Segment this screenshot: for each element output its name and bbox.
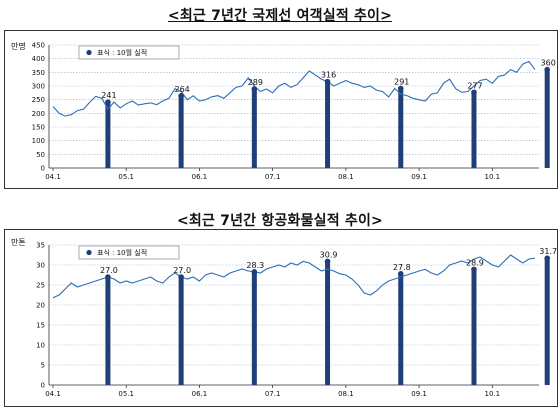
passenger-data-label: 360 — [541, 59, 556, 68]
passenger-data-label: 264 — [174, 85, 189, 94]
cargo-data-label: 28.9 — [466, 258, 484, 267]
passenger-highlight-bar — [251, 89, 257, 168]
passenger-unit-label: 만명 — [11, 41, 26, 51]
passenger-legend-box — [78, 45, 180, 60]
passenger-ytick-label: 200 — [32, 110, 45, 118]
cargo-highlight-bar — [471, 269, 477, 385]
passenger-ytick-label: 50 — [36, 151, 45, 159]
passenger-highlight-bar — [471, 92, 477, 168]
cargo-highlight-bar — [398, 273, 404, 385]
passenger-highlight-bar — [105, 102, 111, 168]
cargo-chart-panel: 0 5 10 15 20 25 30 35 만톤 04.1 05.1 06.1 07.1 08.1 09.1… — [4, 229, 558, 407]
passenger-chart: 0 50 100 150 200 250 300 350 400 450 만명 04.1 05.1 06.… — [11, 41, 556, 181]
passenger-xtick-label: 08.1 — [338, 173, 354, 181]
passenger-highlight-bar — [398, 88, 404, 168]
cargo-highlight-point — [105, 274, 111, 280]
cargo-xtick-label: 04.1 — [45, 390, 61, 398]
cargo-highlight-point — [324, 258, 331, 265]
cargo-highlight-point — [251, 269, 258, 275]
passenger-ytick-label: 350 — [32, 69, 45, 77]
cargo-xtick-label: 06.1 — [192, 390, 208, 398]
cargo-data-label: 27.0 — [173, 266, 191, 275]
cargo-xtick-label: 05.1 — [118, 390, 134, 398]
cargo-xtick-label: 09.1 — [411, 390, 427, 398]
cargo-ytick-label: 10 — [36, 342, 45, 350]
passenger-ytick-label: 300 — [32, 83, 45, 91]
passenger-highlight-point — [397, 85, 404, 92]
cargo-chart-title: <최근 7년간 항공화물실적 추이> — [177, 213, 383, 229]
passenger-ytick-label: 100 — [32, 137, 45, 145]
passenger-highlight-bar — [178, 95, 184, 168]
passenger-highlight-point — [251, 86, 258, 92]
passenger-highlight-point — [471, 89, 477, 96]
cargo-data-label: 27.8 — [393, 263, 411, 272]
passenger-xtick-label: 09.1 — [411, 173, 427, 181]
cargo-unit-label: 만톤 — [11, 238, 26, 247]
passenger-legend-marker — [86, 49, 92, 56]
cargo-highlight-point — [544, 255, 551, 261]
cargo-ytick-label: 0 — [41, 382, 45, 390]
cargo-legend-label: 표식 : 10월 실적 — [97, 248, 147, 257]
passenger-highlight-bar — [325, 81, 331, 168]
passenger-legend: 표식 : 10월 실적 — [78, 45, 180, 60]
passenger-highlight-point — [544, 66, 551, 73]
cargo-chart: 0 5 10 15 20 25 30 35 만톤 04.1 05.1 06.1 07.1 08.1 09.1… — [11, 238, 557, 398]
cargo-legend-marker — [86, 249, 92, 256]
cargo-data-label: 27.0 — [100, 266, 118, 275]
cargo-data-label: 28.3 — [246, 261, 264, 270]
passenger-ytick-label: 450 — [32, 42, 45, 50]
cargo-legend-box — [78, 245, 180, 260]
passenger-highlight-point — [105, 99, 111, 105]
cargo-highlight-bar — [105, 277, 111, 385]
cargo-xtick-label: 10.1 — [484, 390, 500, 398]
passenger-legend-label: 표식 : 10월 실적 — [97, 48, 147, 57]
cargo-data-label: 30.9 — [320, 250, 338, 259]
passenger-data-label: 316 — [321, 71, 336, 80]
cargo-ytick-label: 30 — [36, 262, 45, 270]
cargo-highlight-bar — [251, 271, 257, 385]
passenger-data-label: 277 — [467, 81, 482, 90]
cargo-highlight-bar — [544, 258, 550, 385]
cargo-xtick-label: 07.1 — [265, 390, 281, 398]
cargo-xtick-label: 08.1 — [338, 390, 354, 398]
passenger-highlight-bar — [544, 69, 550, 168]
passenger-ytick-label: 0 — [41, 165, 45, 173]
cargo-ytick-label: 35 — [36, 242, 45, 250]
passenger-chart-title: <최근 7년간 국제선 여객실적 추이> — [167, 8, 393, 24]
passenger-ytick-label: 150 — [32, 124, 45, 132]
passenger-xtick-label: 05.1 — [118, 173, 134, 181]
passenger-data-label: 291 — [394, 77, 409, 86]
passenger-xtick-label: 10.1 — [484, 173, 500, 181]
passenger-xtick-label: 04.1 — [45, 173, 61, 181]
cargo-highlight-point — [471, 266, 477, 273]
cargo-highlight-point — [397, 271, 404, 277]
passenger-data-label: 241 — [101, 91, 116, 100]
cargo-legend: 표식 : 10월 실적 — [78, 245, 180, 260]
cargo-highlight-bar — [325, 261, 331, 385]
cargo-ytick-label: 5 — [41, 362, 45, 370]
passenger-highlight-point — [178, 93, 184, 99]
cargo-series-line — [52, 254, 536, 299]
passenger-xtick-label: 06.1 — [192, 173, 208, 181]
passenger-highlight-point — [324, 78, 331, 85]
cargo-ytick-label: 25 — [36, 282, 45, 290]
cargo-highlight-bar — [178, 277, 184, 385]
cargo-highlight-point — [178, 274, 184, 280]
passenger-series-line — [52, 60, 536, 117]
passenger-ytick-label: 400 — [32, 55, 45, 63]
cargo-ytick-label: 15 — [36, 322, 45, 330]
passenger-ytick-label: 250 — [32, 96, 45, 104]
cargo-ytick-label: 20 — [36, 302, 45, 310]
passenger-xtick-label: 07.1 — [265, 173, 281, 181]
cargo-data-label: 31.7 — [539, 247, 557, 256]
passenger-chart-panel: 0 50 100 150 200 250 300 350 400 450 만명 04.1 05.1 06.… — [4, 30, 558, 189]
passenger-data-label: 289 — [248, 78, 263, 87]
